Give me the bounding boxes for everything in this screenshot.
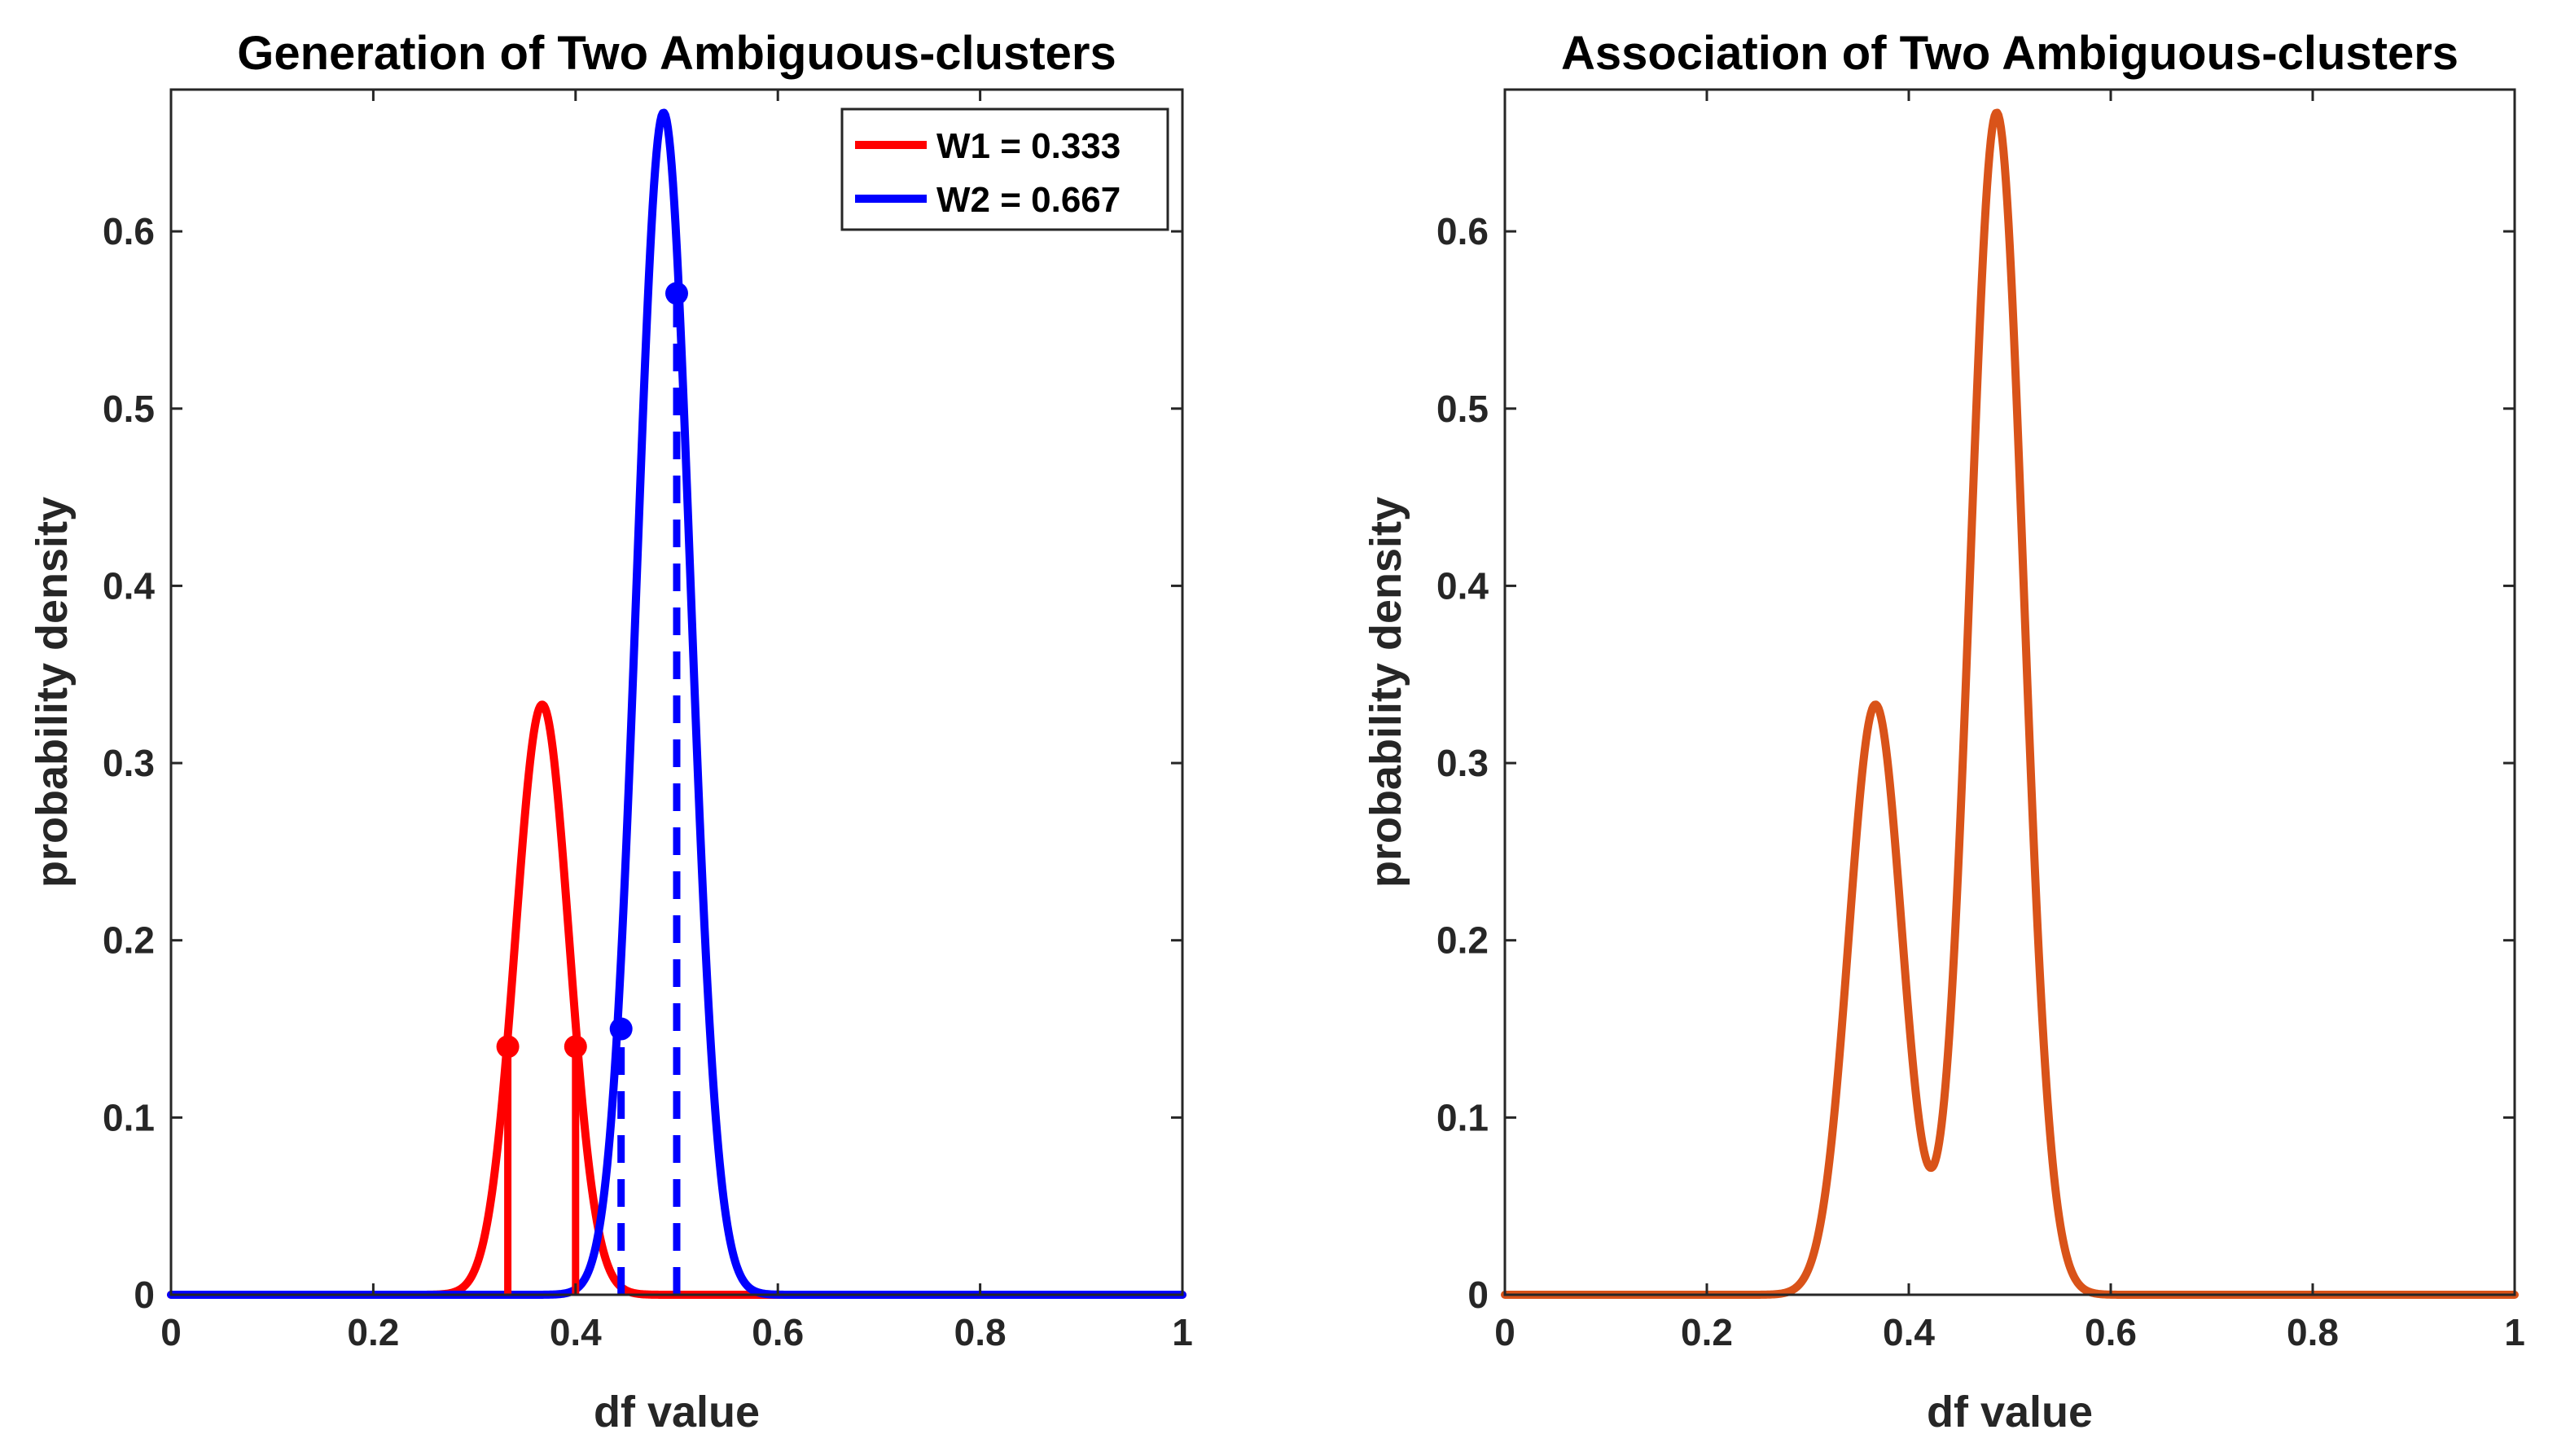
x-tick-label: 0 bbox=[160, 1311, 182, 1353]
x-axis-label: df value bbox=[1927, 1388, 2093, 1436]
x-tick-label: 0.2 bbox=[1681, 1311, 1733, 1353]
legend: W1 = 0.333 W2 = 0.667 bbox=[840, 107, 1169, 231]
series-group bbox=[1501, 108, 2519, 1299]
x-tick-label: 0.8 bbox=[2287, 1311, 2339, 1353]
x-tick-label: 0.6 bbox=[752, 1311, 804, 1353]
y-tick-label: 0.6 bbox=[1436, 210, 1489, 252]
y-tick-label: 0.5 bbox=[1436, 388, 1489, 430]
chart-panel-2: Association of Two Ambiguous-clusters 0 0.… bbox=[1362, 27, 2525, 1436]
y-tick-label: 0 bbox=[134, 1274, 155, 1316]
chart-title: Generation of Two Ambiguous-clusters bbox=[237, 27, 1116, 80]
x-tick-label: 1 bbox=[1172, 1311, 1193, 1353]
y-tick-label: 0.2 bbox=[1436, 919, 1489, 962]
y-tick-label: 0.4 bbox=[1436, 564, 1489, 607]
legend-box bbox=[840, 107, 1169, 231]
y-tick-label: 0.3 bbox=[1436, 742, 1489, 784]
x-tick-label: 0 bbox=[1494, 1311, 1515, 1353]
y-tick-label: 0.1 bbox=[103, 1096, 155, 1138]
chart-panel-1: Generation of Two Ambiguous-clusters 0 0.2… bbox=[28, 27, 1193, 1436]
y-tick-label: 0.2 bbox=[103, 919, 155, 962]
marker-dot-2 bbox=[564, 1035, 587, 1059]
y-tick-label: 0.5 bbox=[103, 388, 155, 430]
chart-title: Association of Two Ambiguous-clusters bbox=[1561, 27, 2458, 80]
legend-label-1: W1 = 0.333 bbox=[936, 126, 1121, 166]
y-axis-label: probability density bbox=[28, 497, 77, 888]
y-tick-label: 0.1 bbox=[1436, 1096, 1489, 1138]
x-tick-label: 1 bbox=[2504, 1311, 2525, 1353]
y-tick-label: 0.6 bbox=[103, 210, 155, 252]
axes-box bbox=[1503, 88, 2516, 1296]
x-axis-label: df value bbox=[594, 1388, 760, 1436]
marker-dot-3 bbox=[609, 1017, 633, 1041]
marker-dot-4 bbox=[665, 282, 688, 305]
series-line-1 bbox=[1501, 108, 2519, 1299]
y-tick-label: 0.4 bbox=[103, 564, 155, 607]
x-tick-label: 0.2 bbox=[347, 1311, 399, 1353]
y-tick-label: 0.3 bbox=[103, 742, 155, 784]
y-axis-label: probability density bbox=[1362, 497, 1410, 888]
y-tick-label: 0 bbox=[1467, 1274, 1489, 1316]
x-tick-label: 0.4 bbox=[550, 1311, 602, 1353]
series-group bbox=[167, 108, 1186, 1299]
x-tick-label: 0.8 bbox=[954, 1311, 1007, 1353]
marker-dot-1 bbox=[496, 1035, 520, 1059]
legend-label-2: W2 = 0.667 bbox=[936, 180, 1121, 220]
axes-box bbox=[169, 88, 1184, 1296]
x-tick-label: 0.6 bbox=[2085, 1311, 2137, 1353]
x-tick-label: 0.4 bbox=[1883, 1311, 1935, 1353]
